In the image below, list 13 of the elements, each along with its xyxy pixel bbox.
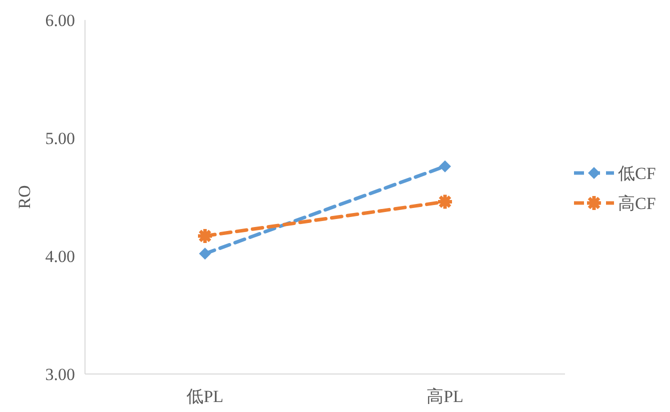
point xyxy=(439,160,451,172)
y-tick-label: 4.00 xyxy=(45,247,75,266)
legend-label: 低CF xyxy=(618,164,656,183)
x-tick-label: 低PL xyxy=(186,387,224,406)
point xyxy=(196,227,214,245)
point xyxy=(436,192,454,210)
y-tick-label: 5.00 xyxy=(45,129,75,148)
y-tick-label: 3.00 xyxy=(45,365,75,384)
y-axis-title: RO xyxy=(15,185,34,209)
x-tick-label: 高PL xyxy=(426,387,464,406)
y-tick-label: 6.00 xyxy=(45,11,75,30)
legend-label: 高CF xyxy=(618,194,656,213)
point xyxy=(199,248,211,260)
